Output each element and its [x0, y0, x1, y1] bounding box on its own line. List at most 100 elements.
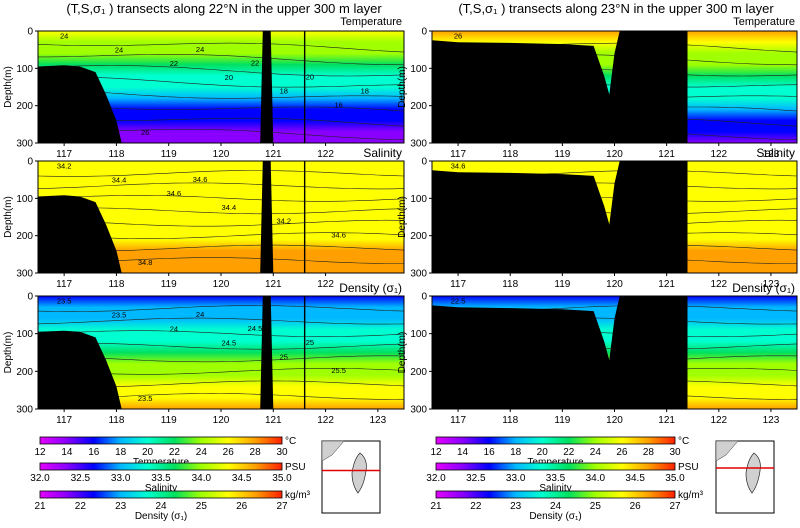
contour-label: 24 — [196, 45, 204, 54]
x-tick-label: 117 — [56, 415, 72, 426]
contour-label: 22.5 — [451, 297, 466, 306]
panel-variable-label: Temperature — [340, 16, 402, 28]
panel-variable-label: Density (σ₁) — [732, 281, 795, 295]
x-tick-label: 121 — [658, 149, 675, 160]
colorbar-tick-label: 34.5 — [232, 473, 252, 484]
x-tick-label: 123 — [763, 415, 780, 426]
x-tick-label: 120 — [213, 149, 230, 160]
contour-label: 34.4 — [222, 203, 237, 212]
y-axis-title: Depth(m) — [3, 66, 14, 108]
x-tick-label: 119 — [554, 415, 570, 426]
colorbar-title: Density (σ₁) — [529, 511, 581, 522]
colorbar-tick-label: 27 — [276, 501, 288, 512]
colorbar-tick-label: 24 — [590, 447, 602, 458]
colorbar-tick-label: 21 — [430, 501, 442, 512]
colorbar-tick-label: 23 — [115, 501, 127, 512]
x-tick-label: 119 — [161, 415, 177, 426]
contour-label: 34.4 — [112, 175, 127, 184]
panel-variable-label: Density (σ₁) — [339, 281, 402, 295]
colorbar-tick-label: 34.0 — [192, 473, 212, 484]
x-tick-label: 119 — [161, 149, 177, 160]
colorbar-tick-label: 25 — [196, 501, 208, 512]
column-title-23n: (T,S,σ₁ ) transects along 23°N in the up… — [458, 1, 774, 16]
x-tick-label: 118 — [502, 415, 518, 426]
land-mask — [432, 161, 688, 273]
x-tick-label: 117 — [450, 415, 466, 426]
colorbar-tick-label: 30 — [669, 447, 681, 458]
colorbar-ramp — [435, 462, 676, 471]
contour-label: 24.5 — [222, 338, 237, 347]
colorbar-tick-label: 32.5 — [71, 473, 91, 484]
y-tick-label: 200 — [16, 101, 33, 112]
contour-line — [37, 330, 405, 338]
column-title-22n: (T,S,σ₁ ) transects along 22°N in the up… — [66, 1, 382, 16]
colorbar-tick-label: 33.0 — [506, 473, 526, 484]
contour-label: 20 — [306, 73, 314, 82]
colorbar-tick-label: 26 — [223, 447, 235, 458]
y-tick-label: 200 — [410, 367, 427, 378]
colorbar-tick-label: 34.0 — [586, 473, 606, 484]
colorbar-unit: kg/m³ — [678, 490, 704, 501]
colorbar-tick-label: 27 — [669, 501, 681, 512]
contour-line — [37, 170, 405, 177]
x-tick-label: 122 — [317, 279, 334, 290]
contour-label: 18 — [361, 86, 369, 95]
y-tick-label: 100 — [410, 64, 427, 75]
x-tick-label: 118 — [108, 279, 124, 290]
land-mask — [38, 330, 122, 409]
colorbar-title: Salinity — [145, 483, 177, 494]
land-mask — [38, 65, 122, 143]
contour-line — [37, 182, 405, 190]
contour-line — [37, 317, 405, 325]
y-tick-label: 300 — [16, 269, 33, 280]
x-tick-label: 118 — [502, 279, 518, 290]
colorbar-density: kg/m³ 21 22 23 24 25 26 27 Density (σ₁) — [430, 490, 703, 522]
colorbar-unit: kg/m³ — [285, 490, 311, 501]
colorbar-tick-label: 14 — [61, 447, 73, 458]
y-tick-label: 100 — [410, 329, 427, 340]
contour-label: 23.5 — [57, 297, 72, 306]
y-tick-label: 100 — [410, 194, 427, 205]
x-tick-label: 121 — [658, 279, 675, 290]
x-tick-label: 117 — [56, 149, 72, 160]
y-tick-label: 200 — [16, 231, 33, 242]
colorbar-unit: PSU — [285, 462, 306, 473]
inset-location-map — [715, 440, 775, 514]
colorbar-tick-label: 32.5 — [466, 473, 486, 484]
colorbar-tick-label: 22 — [169, 447, 181, 458]
contour-line — [37, 207, 405, 215]
colorbar-tick-label: 24 — [550, 501, 562, 512]
colorbar-unit: PSU — [678, 462, 699, 473]
taiwan-island-shape — [351, 452, 367, 494]
x-tick-label: 117 — [56, 279, 72, 290]
contour-label: 24 — [170, 324, 178, 333]
y-tick-label: 300 — [16, 139, 33, 150]
contour-label: 34.2 — [276, 217, 291, 226]
contour-label: 34.6 — [451, 161, 466, 170]
colorbar-tick-label: 16 — [484, 447, 496, 458]
contour-label: 23.5 — [112, 310, 127, 319]
y-tick-label: 200 — [16, 367, 33, 378]
x-tick-label: 118 — [108, 149, 124, 160]
mainland-shape — [321, 440, 345, 462]
contour-line — [38, 76, 405, 88]
colorbar-title: Density (σ₁) — [135, 511, 187, 522]
land-mask — [38, 195, 122, 273]
colorbar-title: Temperature — [133, 457, 190, 468]
colorbar-tick-label: 26 — [236, 501, 248, 512]
colorbar-salinity: PSU 32.0 32.5 33.0 33.5 34.0 34.5 35.0 Salinity — [30, 462, 305, 494]
contour-label: 25 — [280, 352, 288, 361]
y-tick-label: 100 — [16, 64, 33, 75]
colorbar-tick-label: 26 — [616, 447, 628, 458]
x-tick-label: 121 — [265, 415, 282, 426]
y-tick-label: 0 — [421, 157, 427, 168]
x-tick-label: 119 — [161, 279, 177, 290]
colorbar-tick-label: 18 — [510, 447, 522, 458]
contour-label: 24 — [115, 45, 123, 54]
colorbar-tick-label: 28 — [643, 447, 655, 458]
colorbar-ramp — [435, 490, 676, 499]
panel-23n-density: 22.523.52424.5250100200300Depth(m)117118… — [397, 292, 798, 426]
x-tick-label: 123 — [370, 415, 387, 426]
contour-line — [37, 342, 405, 350]
colorbar-tick-label: 30 — [276, 447, 288, 458]
